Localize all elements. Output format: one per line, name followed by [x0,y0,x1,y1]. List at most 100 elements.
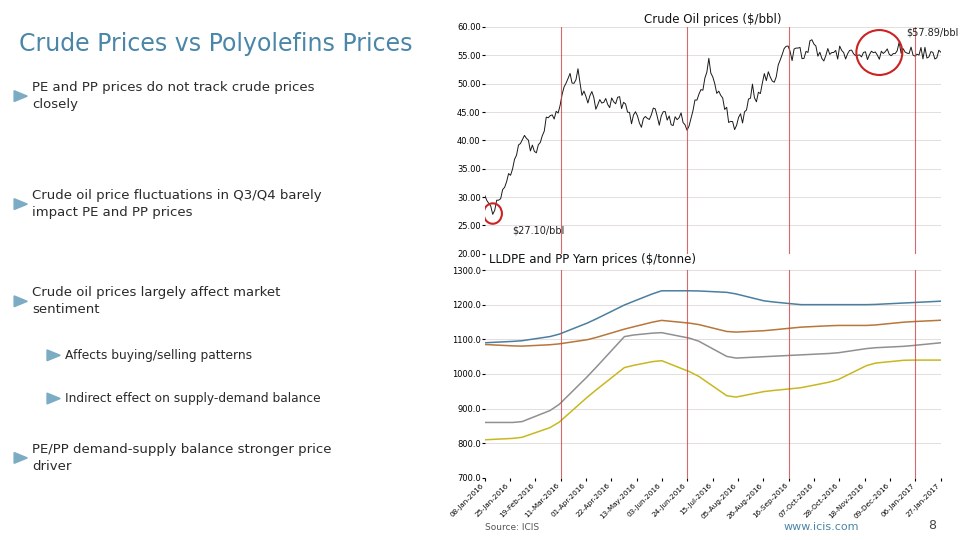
LLDPE China [600,332,612,338]
LLDPE China [824,322,835,329]
PP Yarn China [525,431,537,437]
LLDPE SE Asia [703,288,714,295]
PP Yarn China [777,386,788,393]
LLDPE SE Asia [749,295,760,302]
PP Yarn China [507,435,518,442]
PP Yarn China [675,365,686,372]
LLDPE SE Asia [814,301,826,308]
PP Yarn China [489,436,500,443]
LLDPE China [637,321,649,328]
LLDPE SE Asia [628,298,639,305]
Text: Crude oil prices largely affect market
sentiment: Crude oil prices largely affect market s… [32,286,280,316]
LLDPE China [925,318,937,324]
PP Yarn SE Asia [554,401,565,408]
LLDPE China [758,327,770,334]
PP Yarn SE Asia [628,332,639,338]
PP Yarn SE Asia [489,419,500,426]
PP Yarn China [572,402,584,409]
PP Yarn SE Asia [525,415,537,421]
PP Yarn China [535,428,546,434]
LLDPE SE Asia [544,333,556,340]
LLDPE SE Asia [852,301,863,308]
LLDPE China [898,319,909,326]
LLDPE SE Asia [739,293,751,300]
PP Yarn China [721,393,732,399]
LLDPE China [907,319,919,325]
PP Yarn SE Asia [870,345,881,351]
LLDPE China [917,318,928,325]
PP Yarn China [693,373,705,380]
PP Yarn China [646,359,658,365]
LLDPE SE Asia [721,289,732,295]
PP Yarn China [814,381,826,387]
PP Yarn China [516,434,528,441]
PP Yarn SE Asia [777,353,788,359]
LLDPE China [675,319,686,326]
PP Yarn SE Asia [646,330,658,336]
LLDPE China [832,322,844,329]
LLDPE SE Asia [507,338,518,345]
PP Yarn China [563,410,574,417]
Polygon shape [47,350,60,361]
LLDPE China [489,342,500,348]
LLDPE China [703,323,714,330]
Line: PP Yarn China: PP Yarn China [485,360,941,440]
Text: Source: ICIS: Source: ICIS [485,523,539,532]
PP Yarn SE Asia [582,374,593,380]
LLDPE SE Asia [758,298,770,304]
LLDPE SE Asia [675,287,686,294]
PP Yarn China [711,386,723,393]
PP Yarn SE Asia [796,352,807,358]
PP Yarn China [665,361,677,368]
PP Yarn SE Asia [898,343,909,349]
PP Yarn SE Asia [721,353,732,360]
LLDPE SE Asia [824,301,835,308]
LLDPE China [628,323,639,330]
Text: www.icis.com: www.icis.com [783,522,859,532]
Line: PP Yarn SE Asia: PP Yarn SE Asia [485,333,941,422]
PP Yarn China [898,357,909,363]
PP Yarn SE Asia [935,340,947,346]
PP Yarn China [582,394,593,401]
PP Yarn China [739,392,751,399]
LLDPE SE Asia [889,300,900,307]
PP Yarn China [796,384,807,391]
PP Yarn China [684,368,695,375]
PP Yarn SE Asia [917,341,928,348]
PP Yarn SE Asia [739,354,751,361]
LLDPE China [796,324,807,330]
LLDPE China [684,320,695,326]
LLDPE China [693,321,705,328]
LLDPE SE Asia [786,301,798,307]
PP Yarn SE Asia [804,351,816,357]
PP Yarn China [907,357,919,363]
LLDPE SE Asia [497,339,509,345]
PP Yarn SE Asia [675,333,686,340]
PP Yarn SE Asia [600,354,612,360]
LLDPE China [814,323,826,329]
Line: LLDPE SE Asia: LLDPE SE Asia [485,291,941,343]
PP Yarn SE Asia [590,364,602,370]
LLDPE China [610,329,621,335]
LLDPE China [497,342,509,349]
LLDPE SE Asia [590,315,602,322]
PP Yarn SE Asia [665,331,677,338]
LLDPE China [860,322,872,329]
PP Yarn SE Asia [516,418,528,425]
PP Yarn China [749,390,760,397]
LLDPE SE Asia [637,294,649,301]
PP Yarn SE Asia [563,392,574,399]
LLDPE SE Asia [693,288,705,294]
LLDPE SE Asia [925,299,937,305]
LLDPE China [711,326,723,333]
LLDPE China [554,341,565,347]
LLDPE China [646,319,658,326]
PP Yarn China [600,379,612,386]
PP Yarn SE Asia [731,355,742,361]
LLDPE SE Asia [563,327,574,334]
PP Yarn China [497,436,509,442]
PP Yarn SE Asia [749,354,760,360]
LLDPE China [590,334,602,341]
LLDPE SE Asia [917,299,928,305]
PP Yarn SE Asia [860,346,872,352]
